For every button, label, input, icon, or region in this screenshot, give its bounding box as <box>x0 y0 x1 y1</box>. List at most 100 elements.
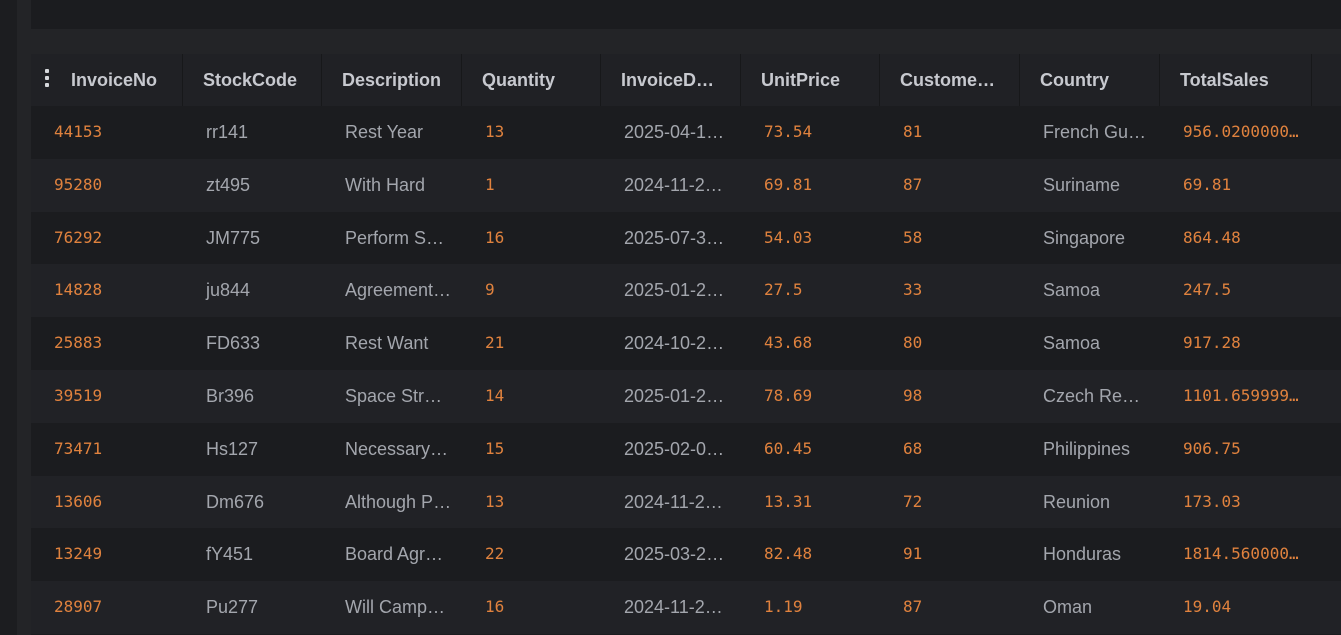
cell-country[interactable]: Honduras <box>1043 544 1122 565</box>
table-row[interactable]: 76292 JM775 Perform S… 16 2025-07-3… 54.03 58 S… <box>31 212 1341 265</box>
cell-description[interactable]: Will Camp… <box>345 597 446 618</box>
column-header-unitprice[interactable]: UnitPrice <box>741 54 880 106</box>
cell-customerid[interactable]: 58 <box>903 227 923 247</box>
table-row[interactable]: 28907 Pu277 Will Camp… 16 2024-11-2… 1.19 87 Om… <box>31 581 1341 634</box>
cell-unitprice[interactable]: 1.19 <box>764 597 803 617</box>
cell-invoiceno[interactable]: 28907 <box>54 597 103 617</box>
cell-stockcode[interactable]: Dm676 <box>206 491 265 512</box>
cell-description[interactable]: Although P… <box>345 491 452 512</box>
cell-unitprice[interactable]: 43.68 <box>764 333 813 353</box>
column-header-country[interactable]: Country <box>1020 54 1160 106</box>
cell-invoiceno[interactable]: 14828 <box>54 280 103 300</box>
cell-invoicedate[interactable]: 2025-01-2… <box>624 385 725 406</box>
cell-description[interactable]: Necessary… <box>345 438 449 459</box>
cell-invoicedate[interactable]: 2025-07-3… <box>624 227 725 248</box>
cell-totalsales[interactable]: 19.04 <box>1183 597 1232 617</box>
cell-country[interactable]: Czech Re… <box>1043 385 1141 406</box>
column-header-description[interactable]: Description <box>322 54 462 106</box>
cell-invoicedate[interactable]: 2025-02-0… <box>624 438 725 459</box>
cell-unitprice[interactable]: 27.5 <box>764 280 803 300</box>
cell-totalsales[interactable]: 864.48 <box>1183 227 1241 247</box>
cell-invoicedate[interactable]: 2024-11-2… <box>624 174 723 195</box>
cell-customerid[interactable]: 33 <box>903 280 923 300</box>
cell-customerid[interactable]: 87 <box>903 597 923 617</box>
cell-unitprice[interactable]: 82.48 <box>764 544 813 564</box>
cell-unitprice[interactable]: 69.81 <box>764 174 813 194</box>
cell-country[interactable]: Reunion <box>1043 491 1111 512</box>
cell-customerid[interactable]: 98 <box>903 385 923 405</box>
cell-customerid[interactable]: 72 <box>903 491 923 511</box>
cell-country[interactable]: Philippines <box>1043 438 1131 459</box>
cell-country[interactable]: Oman <box>1043 597 1093 618</box>
column-header-customerid[interactable]: Custome… <box>880 54 1020 106</box>
cell-totalsales[interactable]: 956.0200000… <box>1183 122 1299 141</box>
cell-invoicedate[interactable]: 2024-10-2… <box>624 333 725 354</box>
cell-invoiceno[interactable]: 76292 <box>54 227 103 247</box>
cell-stockcode[interactable]: Hs127 <box>206 438 259 459</box>
table-row[interactable]: 44153 rr141 Rest Year 13 2025-04-1… 73.54 81 Fr… <box>31 106 1341 159</box>
table-row[interactable]: 95280 zt495 With Hard 1 2024-11-2… 69.81 87 Sur… <box>31 158 1341 212</box>
column-header-invoicedate[interactable]: InvoiceD… <box>601 54 741 106</box>
cell-description[interactable]: Board Agr… <box>345 544 444 565</box>
cell-stockcode[interactable]: rr141 <box>206 122 249 142</box>
column-header-totalsales[interactable]: TotalSales <box>1160 54 1312 106</box>
cell-unitprice[interactable]: 73.54 <box>764 122 813 141</box>
cell-description[interactable]: With Hard <box>345 174 426 195</box>
column-header-stockcode[interactable]: StockCode <box>183 54 322 106</box>
cell-quantity[interactable]: 15 <box>485 438 505 458</box>
cell-country[interactable]: Samoa <box>1043 333 1101 354</box>
cell-invoicedate[interactable]: 2024-11-2… <box>624 597 723 618</box>
cell-description[interactable]: Space Str… <box>345 385 443 406</box>
cell-country[interactable]: French Gu… <box>1043 122 1147 142</box>
cell-invoiceno[interactable]: 95280 <box>54 174 103 194</box>
cell-invoicedate[interactable]: 2025-04-1… <box>624 122 725 142</box>
cell-invoiceno[interactable]: 13606 <box>54 491 103 511</box>
cell-unitprice[interactable]: 13.31 <box>764 491 813 511</box>
cell-invoicedate[interactable]: 2025-03-2… <box>624 544 725 565</box>
cell-stockcode[interactable]: FD633 <box>206 333 261 354</box>
cell-quantity[interactable]: 9 <box>485 280 495 300</box>
cell-stockcode[interactable]: Pu277 <box>206 597 259 618</box>
cell-customerid[interactable]: 80 <box>903 333 923 353</box>
cell-invoicedate[interactable]: 2024-11-2… <box>624 491 723 512</box>
cell-quantity[interactable]: 1 <box>485 174 495 194</box>
column-header-invoiceno[interactable]: InvoiceNo <box>31 54 183 106</box>
cell-invoiceno[interactable]: 73471 <box>54 438 103 458</box>
table-row[interactable]: 13606 Dm676 Although P… 13 2024-11-2… 13.31 72… <box>31 475 1341 529</box>
cell-customerid[interactable]: 68 <box>903 438 923 458</box>
cell-quantity[interactable]: 13 <box>485 491 505 511</box>
cell-stockcode[interactable]: JM775 <box>206 227 261 248</box>
cell-quantity[interactable]: 16 <box>485 597 505 617</box>
table-row[interactable]: 14828 ju844 Agreement… 9 2025-01-2… 27.5 33 Sam… <box>31 264 1341 318</box>
cell-customerid[interactable]: 87 <box>903 174 923 194</box>
cell-totalsales[interactable]: 917.28 <box>1183 333 1241 353</box>
cell-quantity[interactable]: 14 <box>485 385 505 405</box>
cell-totalsales[interactable]: 247.5 <box>1183 280 1232 300</box>
table-row[interactable]: 39519 Br396 Space Str… 14 2025-01-2… 78.69 98 C… <box>31 369 1341 423</box>
kebab-menu-icon[interactable] <box>45 69 51 87</box>
cell-quantity[interactable]: 16 <box>485 227 505 247</box>
cell-description[interactable]: Perform S… <box>345 227 445 248</box>
cell-unitprice[interactable]: 60.45 <box>764 438 813 458</box>
cell-unitprice[interactable]: 78.69 <box>764 385 813 405</box>
cell-quantity[interactable]: 13 <box>485 122 505 141</box>
table-row[interactable]: 73471 Hs127 Necessary… 15 2025-02-0… 60.45 68 P… <box>31 423 1341 476</box>
cell-stockcode[interactable]: fY451 <box>206 544 254 565</box>
cell-country[interactable]: Samoa <box>1043 280 1101 301</box>
cell-totalsales[interactable]: 1101.659999… <box>1183 385 1299 405</box>
cell-invoiceno[interactable]: 13249 <box>54 544 103 564</box>
cell-description[interactable]: Rest Year <box>345 122 424 142</box>
table-row[interactable]: 25883 FD633 Rest Want 21 2024-10-2… 43.68 80 Sa… <box>31 317 1341 370</box>
table-row[interactable]: 13249 fY451 Board Agr… 22 2025-03-2… 82.48 91 H… <box>31 528 1341 581</box>
cell-quantity[interactable]: 21 <box>485 333 505 353</box>
cell-invoiceno[interactable]: 25883 <box>54 333 103 353</box>
cell-country[interactable]: Singapore <box>1043 227 1126 248</box>
cell-invoicedate[interactable]: 2025-01-2… <box>624 280 725 301</box>
column-header-quantity[interactable]: Quantity <box>462 54 601 106</box>
cell-stockcode[interactable]: zt495 <box>206 174 251 195</box>
cell-unitprice[interactable]: 54.03 <box>764 227 813 247</box>
cell-stockcode[interactable]: ju844 <box>206 280 251 301</box>
cell-totalsales[interactable]: 1814.560000… <box>1183 544 1299 564</box>
cell-description[interactable]: Agreement… <box>345 280 452 301</box>
cell-totalsales[interactable]: 173.03 <box>1183 491 1241 511</box>
